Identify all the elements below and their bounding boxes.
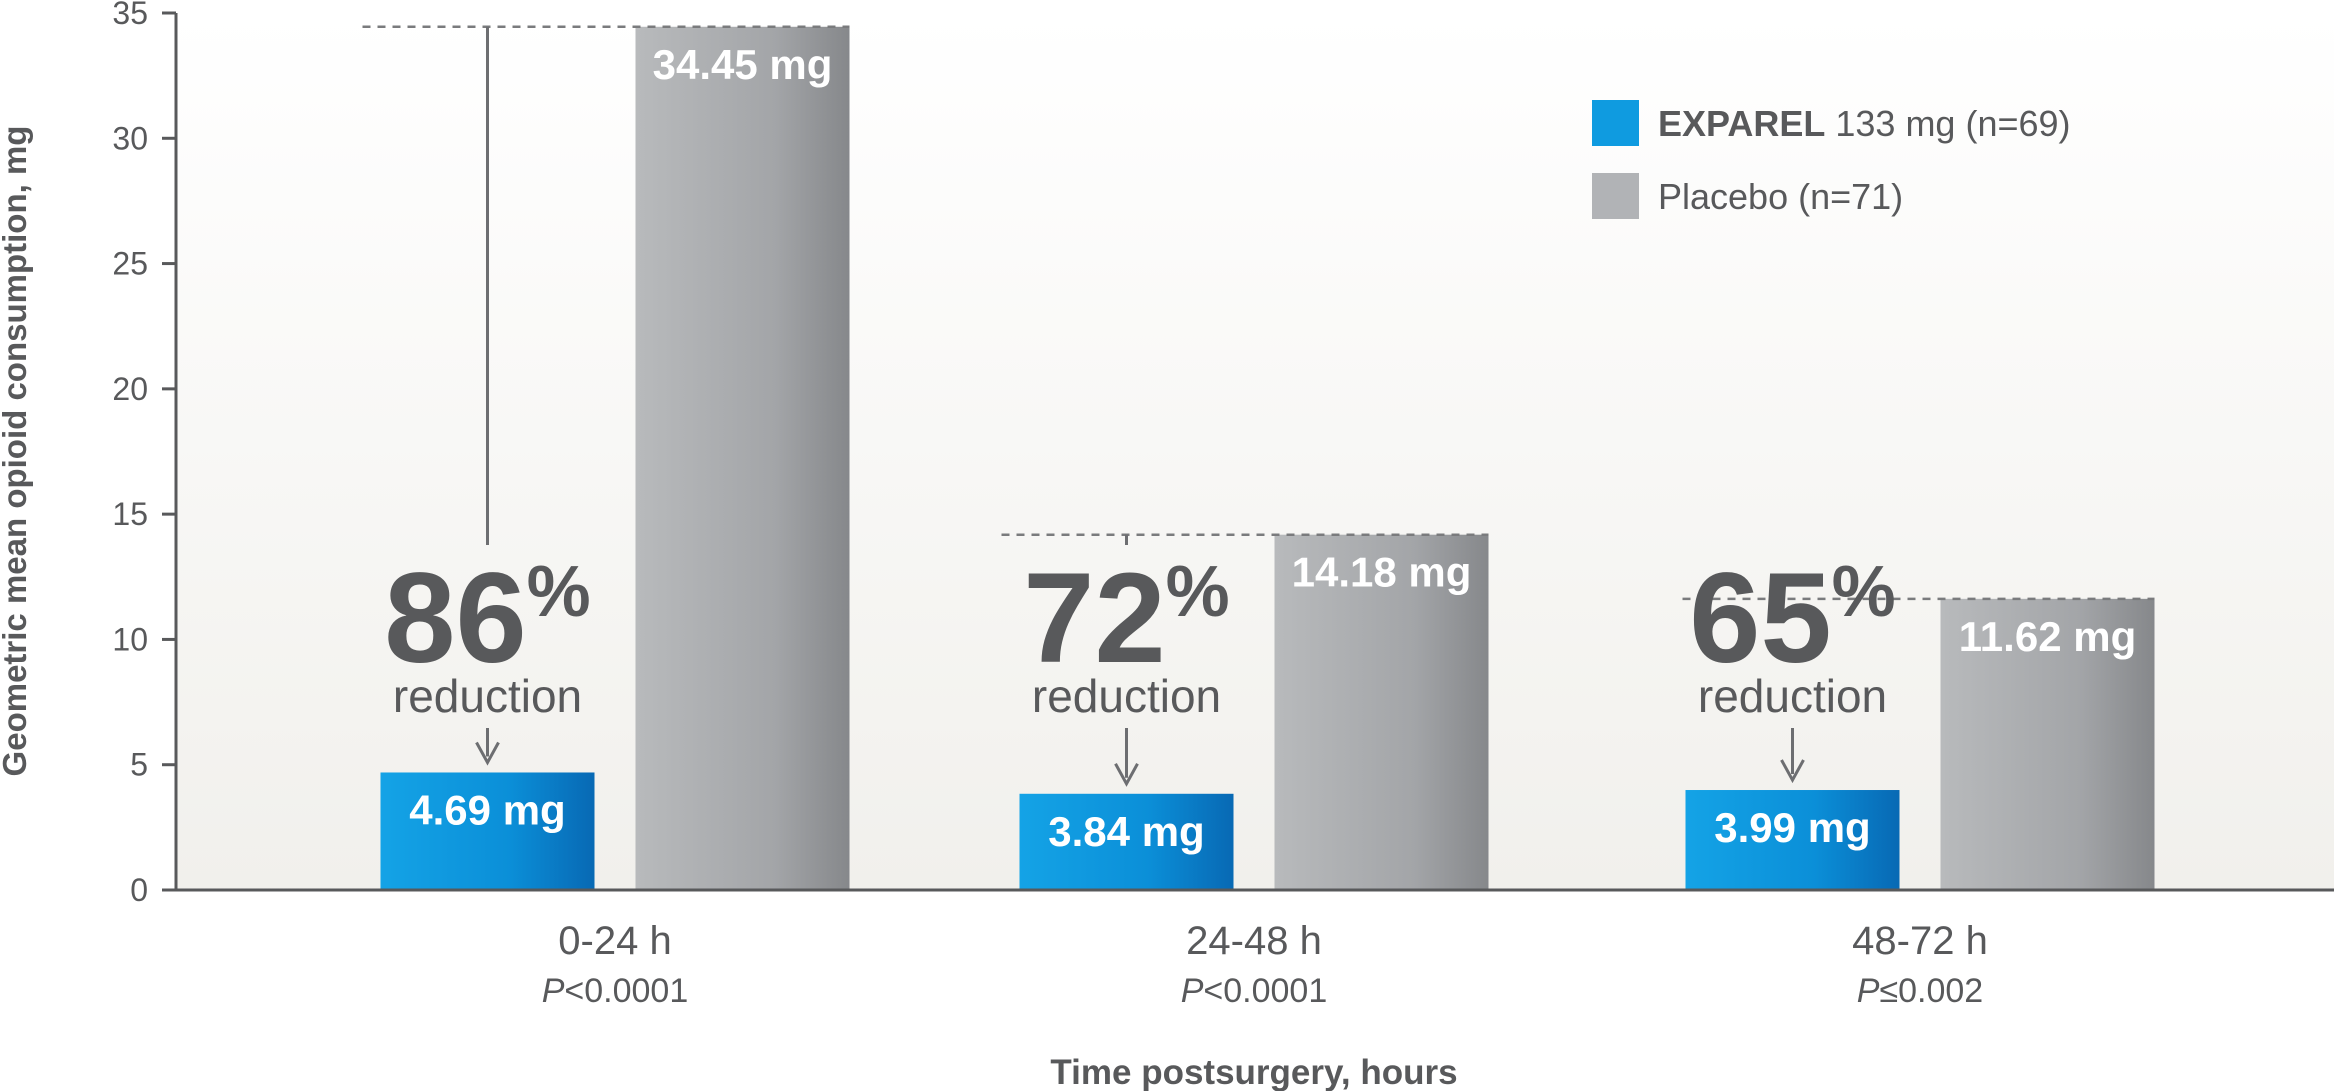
placebo-bar-label: 11.62 mg — [1959, 613, 2136, 660]
y-tick-label: 20 — [112, 371, 148, 407]
reduction-label: reduction — [1032, 670, 1221, 722]
p-value-italic: P — [1181, 972, 1204, 1010]
legend-label-text: Placebo (n=71) — [1658, 176, 1903, 217]
placebo-bar — [635, 26, 850, 890]
p-value-number: <0.0001 — [564, 972, 688, 1010]
legend: EXPAREL 133 mg (n=69) Placebo (n=71) — [1592, 100, 2071, 219]
reduction-label: reduction — [1698, 670, 1887, 722]
reduction-percent: 86% — [384, 547, 590, 690]
exparel-bar — [1685, 790, 1900, 890]
y-axis-title: Geometric mean opioid consumption, mg — [0, 126, 33, 777]
exparel-bar-label: 3.99 mg — [1714, 804, 1870, 851]
y-tick-label: 30 — [112, 120, 148, 156]
x-category-label: 24-48 h — [1186, 919, 1322, 963]
reduction-percent-number: 86 — [384, 547, 526, 690]
reduction-label: reduction — [393, 670, 582, 722]
y-tick-label: 25 — [112, 246, 148, 282]
p-value-number: <0.0001 — [1203, 972, 1327, 1010]
exparel-bar-label: 4.69 mg — [409, 786, 565, 833]
legend-label: Placebo (n=71) — [1658, 176, 1903, 217]
y-tick-label: 10 — [112, 621, 148, 657]
p-value-italic: P — [1857, 972, 1880, 1010]
placebo-bar — [1940, 598, 2155, 890]
p-value-label: P≤0.002 — [1857, 972, 1983, 1010]
reduction-percent-symbol: % — [527, 552, 591, 632]
legend-swatch-exparel — [1592, 100, 1639, 146]
reduction-percent-number: 72 — [1023, 547, 1165, 690]
reduction-arrow-head — [1114, 763, 1139, 787]
legend-label: EXPAREL 133 mg (n=69) — [1658, 103, 2071, 144]
reduction-percent: 65% — [1689, 547, 1895, 690]
x-category-label: 0-24 h — [558, 919, 671, 963]
reduction-percent-symbol: % — [1832, 552, 1896, 632]
reduction-arrow-head — [1780, 759, 1805, 784]
placebo-bar — [1274, 534, 1489, 890]
x-axis-title: Time postsurgery, hours — [1050, 1053, 1457, 1091]
p-value-italic: P — [542, 972, 565, 1010]
x-category-label: 48-72 h — [1852, 919, 1988, 963]
p-value-label: P<0.0001 — [1181, 972, 1328, 1010]
exparel-bar-label: 3.84 mg — [1048, 808, 1204, 855]
p-value-label: P<0.0001 — [542, 972, 689, 1010]
legend-label-text: 133 mg (n=69) — [1825, 103, 2070, 144]
reduction-percent-number: 65 — [1689, 547, 1831, 690]
exparel-bar — [380, 772, 595, 890]
y-axis: 0 5 10 15 20 25 30 35 — [112, 0, 178, 908]
p-value-number: ≤0.002 — [1879, 972, 1983, 1010]
legend-swatch-placebo — [1592, 173, 1639, 219]
exparel-bar — [1019, 793, 1234, 890]
legend-label-bold: EXPAREL — [1658, 103, 1825, 144]
y-tick-label: 35 — [112, 0, 148, 31]
reduction-arrow-head — [475, 741, 500, 766]
placebo-bar-label: 14.18 mg — [1292, 549, 1472, 596]
y-tick-label: 15 — [112, 496, 148, 532]
y-tick-label: 5 — [130, 747, 148, 783]
bars-group: 4.69 mg 34.45 mg 3.84 mg 14.18 mg 3.99 mg 11.… — [380, 26, 2155, 890]
reduction-percent: 72% — [1023, 547, 1229, 690]
placebo-bar-label: 34.45 mg — [653, 41, 833, 88]
reduction-percent-symbol: % — [1166, 552, 1230, 632]
y-tick-label: 0 — [130, 872, 148, 908]
